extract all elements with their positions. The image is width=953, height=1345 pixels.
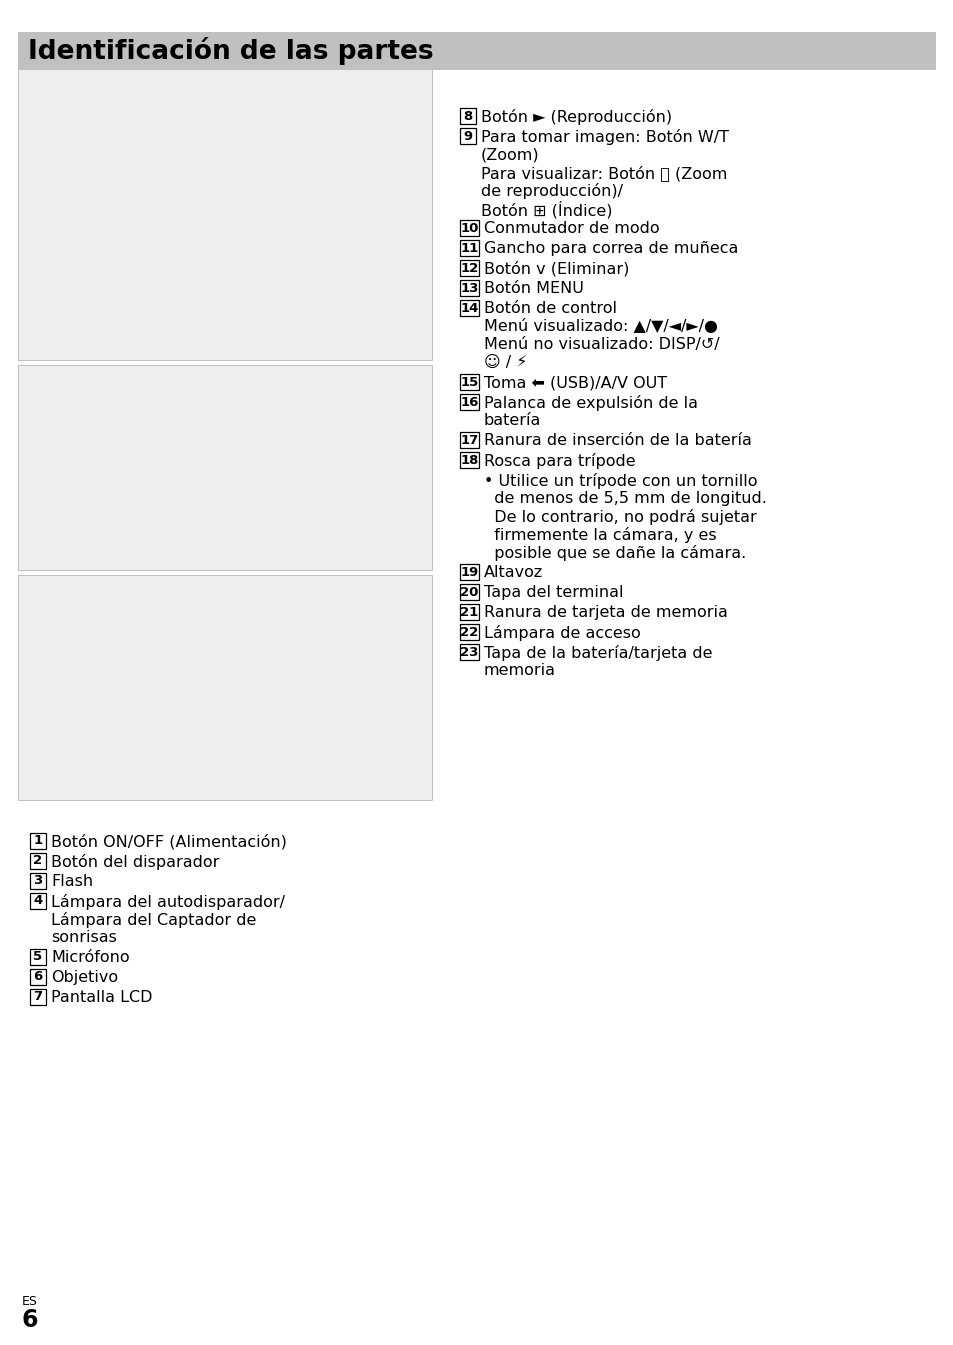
- Bar: [459, 452, 478, 468]
- Text: Botón ON/OFF (Alimentación): Botón ON/OFF (Alimentación): [51, 834, 287, 850]
- Text: memoria: memoria: [483, 663, 556, 678]
- Text: posible que se dañe la cámara.: posible que se dañe la cámara.: [483, 545, 745, 561]
- Text: • Utilice un trípode con un tornillo: • Utilice un trípode con un tornillo: [483, 473, 757, 490]
- Text: 6: 6: [33, 971, 43, 983]
- Bar: [30, 833, 46, 849]
- Bar: [459, 624, 478, 640]
- Text: 5: 5: [33, 951, 43, 963]
- Bar: [459, 260, 478, 276]
- Bar: [459, 644, 478, 660]
- Text: 16: 16: [460, 395, 478, 409]
- Bar: [459, 280, 478, 296]
- Bar: [459, 432, 478, 448]
- Text: Menú visualizado: ▲/▼/◄/►/●: Menú visualizado: ▲/▼/◄/►/●: [483, 319, 718, 334]
- Bar: [30, 853, 46, 869]
- Text: 19: 19: [460, 565, 478, 578]
- Text: Gancho para correa de muñeca: Gancho para correa de muñeca: [483, 241, 738, 256]
- Text: 2: 2: [33, 854, 43, 868]
- Text: Botón MENU: Botón MENU: [483, 281, 583, 296]
- Text: 17: 17: [460, 433, 478, 447]
- Bar: [459, 584, 478, 600]
- Bar: [30, 893, 46, 909]
- Text: 15: 15: [460, 375, 478, 389]
- Text: 11: 11: [460, 242, 478, 254]
- Text: de menos de 5,5 mm de longitud.: de menos de 5,5 mm de longitud.: [483, 491, 766, 506]
- Bar: [459, 394, 478, 410]
- Text: Botón ► (Reproducción): Botón ► (Reproducción): [480, 109, 672, 125]
- Bar: [459, 108, 476, 124]
- Text: de reproducción)/: de reproducción)/: [480, 183, 622, 199]
- Text: Pantalla LCD: Pantalla LCD: [51, 990, 152, 1005]
- Text: Palanca de expulsión de la: Palanca de expulsión de la: [483, 395, 698, 412]
- Text: Toma ⬅ (USB)/A/V OUT: Toma ⬅ (USB)/A/V OUT: [483, 375, 666, 390]
- Text: 22: 22: [460, 625, 478, 639]
- Text: Botón del disparador: Botón del disparador: [51, 854, 219, 870]
- Text: Flash: Flash: [51, 874, 93, 889]
- Text: Rosca para trípode: Rosca para trípode: [483, 453, 635, 469]
- Bar: [459, 300, 478, 316]
- Text: Menú no visualizado: DISP/↺/: Menú no visualizado: DISP/↺/: [483, 338, 719, 352]
- Text: Altavoz: Altavoz: [483, 565, 542, 580]
- Bar: [30, 989, 46, 1005]
- Text: ☺ / ⚡: ☺ / ⚡: [483, 355, 527, 370]
- Text: Identificación de las partes: Identificación de las partes: [28, 38, 434, 65]
- Text: Para visualizar: Botón 🔍 (Zoom: Para visualizar: Botón 🔍 (Zoom: [480, 165, 726, 180]
- Text: Lámpara de acceso: Lámpara de acceso: [483, 625, 640, 642]
- Text: Ranura de inserción de la batería: Ranura de inserción de la batería: [483, 433, 751, 448]
- Bar: [459, 221, 478, 235]
- Text: Botón de control: Botón de control: [483, 301, 617, 316]
- Bar: [18, 364, 432, 570]
- Text: 8: 8: [463, 109, 472, 122]
- Bar: [18, 32, 935, 70]
- Text: 21: 21: [460, 605, 478, 619]
- Text: De lo contrario, no podrá sujetar: De lo contrario, no podrá sujetar: [483, 508, 756, 525]
- Bar: [459, 239, 478, 256]
- Bar: [18, 576, 432, 800]
- Text: 1: 1: [33, 834, 43, 847]
- Text: 7: 7: [33, 990, 43, 1003]
- Text: 9: 9: [463, 129, 472, 143]
- Text: Botón ᴠ (Eliminar): Botón ᴠ (Eliminar): [483, 261, 629, 277]
- Bar: [459, 604, 478, 620]
- Text: Botón ⊞ (Índice): Botón ⊞ (Índice): [480, 200, 612, 218]
- Text: 4: 4: [33, 894, 43, 908]
- Text: ES: ES: [22, 1295, 38, 1307]
- Text: Ranura de tarjeta de memoria: Ranura de tarjeta de memoria: [483, 605, 727, 620]
- Text: Lámpara del autodisparador/: Lámpara del autodisparador/: [51, 894, 285, 911]
- Bar: [30, 950, 46, 964]
- Text: (Zoom): (Zoom): [480, 147, 539, 161]
- Text: Tapa de la batería/tarjeta de: Tapa de la batería/tarjeta de: [483, 646, 712, 660]
- Text: 20: 20: [460, 585, 478, 599]
- Text: Tapa del terminal: Tapa del terminal: [483, 585, 623, 600]
- Bar: [30, 873, 46, 889]
- Text: sonrisas: sonrisas: [51, 929, 117, 946]
- Text: 6: 6: [22, 1307, 38, 1332]
- Text: Objetivo: Objetivo: [51, 970, 118, 985]
- Bar: [459, 564, 478, 580]
- Bar: [459, 374, 478, 390]
- Text: Lámpara del Captador de: Lámpara del Captador de: [51, 912, 256, 928]
- Text: 23: 23: [460, 646, 478, 659]
- Text: 10: 10: [460, 222, 478, 234]
- Text: Conmutador de modo: Conmutador de modo: [483, 221, 659, 235]
- Text: batería: batería: [483, 413, 540, 428]
- Bar: [18, 69, 432, 360]
- Text: 13: 13: [460, 281, 478, 295]
- Bar: [459, 128, 476, 144]
- Text: Para tomar imagen: Botón W/T: Para tomar imagen: Botón W/T: [480, 129, 728, 145]
- Text: 14: 14: [460, 301, 478, 315]
- Text: 3: 3: [33, 874, 43, 888]
- Text: 12: 12: [460, 261, 478, 274]
- Text: 18: 18: [460, 453, 478, 467]
- Text: firmemente la cámara, y es: firmemente la cámara, y es: [483, 527, 716, 543]
- Text: Micrófono: Micrófono: [51, 950, 130, 964]
- Bar: [30, 968, 46, 985]
